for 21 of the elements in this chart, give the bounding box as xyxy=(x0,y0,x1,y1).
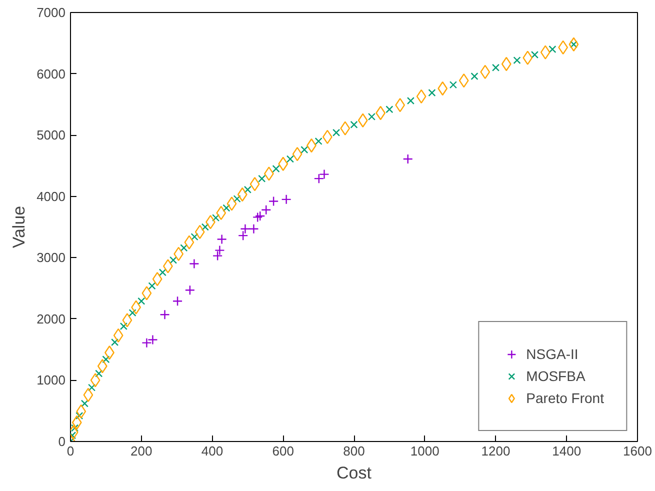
x-tick-label: 600 xyxy=(272,444,294,458)
y-axis-title: Value xyxy=(10,206,29,248)
legend-label: Pareto Front xyxy=(526,390,604,406)
legend-label: MOSFBA xyxy=(526,368,586,384)
x-axis-title: Cost xyxy=(336,464,372,482)
x-tick-label: 800 xyxy=(343,444,365,458)
y-tick-label: 0 xyxy=(58,434,66,449)
y-tick-label: 4000 xyxy=(36,188,66,204)
y-tick-label: 3000 xyxy=(36,250,66,266)
x-tick-label: 1600 xyxy=(623,444,652,458)
y-tick-label: 2000 xyxy=(36,311,66,326)
x-tick-label: 1000 xyxy=(410,444,440,458)
legend-label: NSGA-II xyxy=(526,346,578,362)
y-tick-label: 1000 xyxy=(36,372,66,388)
y-tick-label: 5000 xyxy=(36,128,66,143)
x-tick-label: 200 xyxy=(130,444,152,458)
x-tick-label: 1200 xyxy=(481,444,510,458)
y-tick-label: 6000 xyxy=(36,66,66,82)
x-tick-label: 400 xyxy=(201,444,224,458)
y-tick-label: 7000 xyxy=(36,5,66,20)
x-tick-label: 1400 xyxy=(552,444,582,458)
